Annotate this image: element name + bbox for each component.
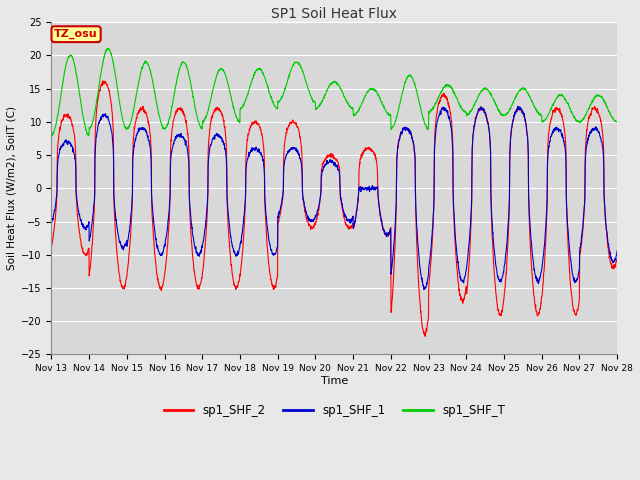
sp1_SHF_2 — [499, 301, 507, 307]
sp1_SHF_T — [206, 101, 214, 107]
sp1_SHF_2 — [100, 78, 108, 84]
sp1_SHF_T — [351, 112, 359, 118]
sp1_SHF_T — [613, 119, 621, 125]
sp1_SHF_1 — [564, 223, 572, 228]
sp1_SHF_1 — [579, 217, 587, 223]
sp1_SHF_1 — [47, 219, 55, 225]
sp1_SHF_2 — [351, 219, 358, 225]
sp1_SHF_1 — [514, 103, 522, 109]
sp1_SHF_1 — [499, 272, 507, 278]
sp1_SHF_T — [364, 89, 371, 95]
Line: sp1_SHF_T: sp1_SHF_T — [51, 48, 617, 136]
sp1_SHF_T — [49, 133, 56, 139]
sp1_SHF_1 — [205, 150, 213, 156]
Y-axis label: Soil Heat Flux (W/m2), SoilT (C): Soil Heat Flux (W/m2), SoilT (C) — [7, 106, 17, 270]
sp1_SHF_2 — [613, 256, 621, 262]
Line: sp1_SHF_1: sp1_SHF_1 — [51, 106, 617, 289]
sp1_SHF_T — [47, 132, 55, 138]
sp1_SHF_T — [579, 116, 587, 122]
sp1_SHF_2 — [579, 220, 587, 226]
sp1_SHF_2 — [421, 334, 429, 339]
sp1_SHF_1 — [351, 221, 358, 227]
sp1_SHF_T — [564, 100, 572, 106]
sp1_SHF_1 — [420, 287, 428, 292]
sp1_SHF_T — [499, 112, 507, 118]
Title: SP1 Soil Heat Flux: SP1 Soil Heat Flux — [271, 7, 397, 21]
Text: TZ_osu: TZ_osu — [54, 29, 98, 39]
sp1_SHF_2 — [364, 145, 371, 151]
sp1_SHF_2 — [205, 131, 213, 137]
sp1_SHF_1 — [613, 248, 621, 253]
sp1_SHF_2 — [47, 241, 55, 247]
Legend: sp1_SHF_2, sp1_SHF_1, sp1_SHF_T: sp1_SHF_2, sp1_SHF_1, sp1_SHF_T — [159, 399, 509, 421]
Line: sp1_SHF_2: sp1_SHF_2 — [51, 81, 617, 336]
sp1_SHF_T — [104, 45, 112, 51]
X-axis label: Time: Time — [321, 376, 348, 386]
sp1_SHF_1 — [363, 185, 371, 191]
sp1_SHF_2 — [564, 231, 572, 237]
